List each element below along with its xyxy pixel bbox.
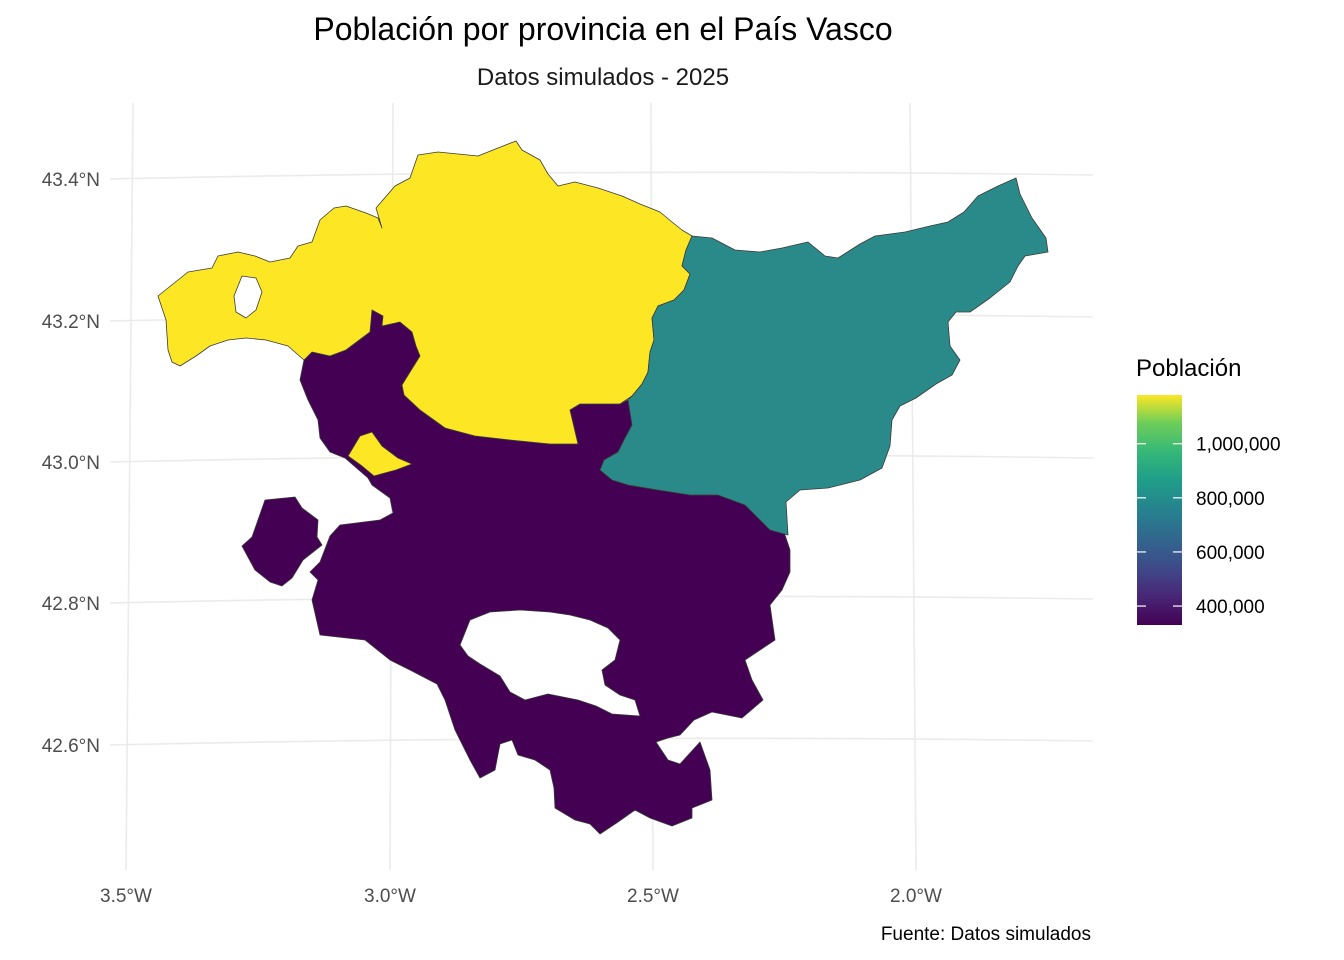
chart-title: Población por provincia en el País Vasco	[313, 11, 892, 47]
legend-title: Población	[1136, 355, 1241, 382]
caption: Fuente: Datos simulados	[881, 924, 1091, 945]
y-axis: 43.4°N 43.2°N 43.0°N 42.8°N 42.6°N	[42, 170, 100, 757]
y-tick-label: 43.4°N	[42, 170, 100, 191]
parallel-43.4N	[109, 171, 1094, 180]
meridian-2.0W	[909, 102, 917, 871]
y-tick-label: 42.6°N	[42, 736, 100, 757]
colorbar-ticks: 400,000 600,000 800,000 1,000,000	[1137, 435, 1281, 618]
legend-break-label: 1,000,000	[1196, 435, 1281, 456]
legend-break-label: 600,000	[1196, 543, 1265, 564]
x-axis: 3.5°W 3.0°W 2.5°W 2.0°W	[100, 886, 942, 907]
colorbar	[1137, 395, 1182, 625]
chart-subtitle: Datos simulados - 2025	[477, 64, 729, 91]
y-tick-label: 43.0°N	[42, 453, 100, 474]
y-tick-label: 42.8°N	[42, 594, 100, 615]
legend: Población 400,000 600,000 800,000 1,000,000	[1136, 355, 1281, 625]
x-tick-label: 2.0°W	[890, 886, 942, 907]
y-tick-label: 43.2°N	[42, 312, 100, 333]
x-tick-label: 3.5°W	[100, 886, 152, 907]
meridian-3.5W	[125, 102, 134, 871]
legend-break-label: 400,000	[1196, 597, 1265, 618]
x-tick-label: 3.0°W	[364, 886, 416, 907]
legend-break-label: 800,000	[1196, 489, 1265, 510]
provinces	[157, 140, 1049, 835]
x-tick-label: 2.5°W	[627, 886, 679, 907]
province-gipuzkoa[interactable]	[599, 177, 1049, 536]
